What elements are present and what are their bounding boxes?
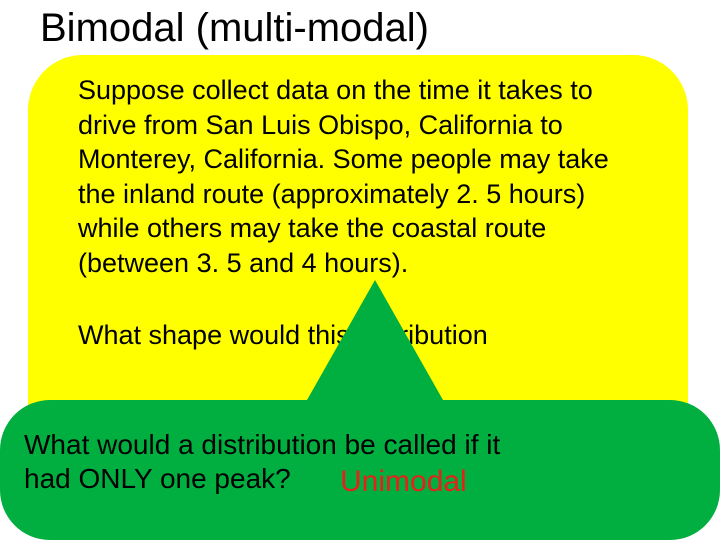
yellow-callout-paragraph: Suppose collect data on the time it take… xyxy=(78,73,648,280)
green-answer: Unimodal xyxy=(340,464,467,501)
slide-title: Bimodal (multi-modal) xyxy=(40,6,429,51)
green-question-line2: had ONLY one peak? xyxy=(24,463,291,494)
green-question-line1: What would a distribution be called if i… xyxy=(24,428,696,462)
green-callout: What would a distribution be called if i… xyxy=(0,280,720,540)
green-callout-bubble: What would a distribution be called if i… xyxy=(0,400,720,540)
